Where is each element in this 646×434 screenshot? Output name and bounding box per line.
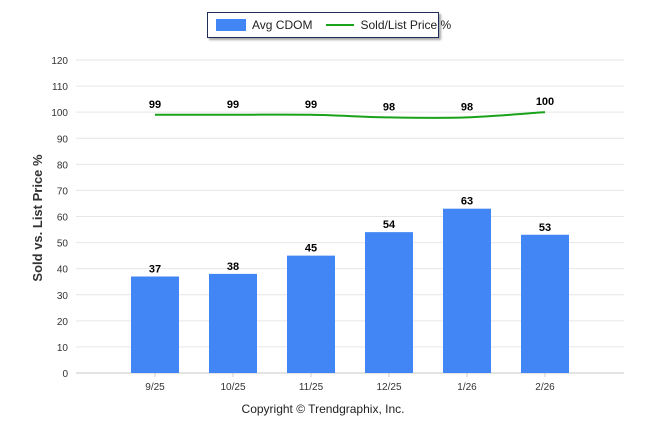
line-data-label: 99 xyxy=(305,99,317,111)
bar-data-label: 45 xyxy=(305,243,317,255)
line-data-label: 100 xyxy=(536,96,554,108)
x-axis-ticks: 9/25 10/25 11/25 12/25 1/26 2/26 xyxy=(145,373,555,393)
y-tick-label: 50 xyxy=(57,239,69,250)
y-tick-label: 10 xyxy=(57,343,69,354)
bar-data-label: 63 xyxy=(461,196,473,208)
legend-item-sold-list[interactable]: Sold/List Price % xyxy=(326,18,451,32)
line-series-path[interactable] xyxy=(155,111,546,119)
y-tick-label: 70 xyxy=(57,186,69,197)
bar-series: 37 38 45 54 63 53 xyxy=(131,196,569,373)
line-data-label: 99 xyxy=(227,99,239,111)
x-tick-label: 10/25 xyxy=(220,382,245,393)
legend-item-avg-cdom[interactable]: Avg CDOM xyxy=(216,18,312,32)
line-data-label: 99 xyxy=(149,99,161,111)
bar[interactable] xyxy=(287,255,335,373)
legend-label-sold-list: Sold/List Price % xyxy=(360,18,452,32)
line-data-label: 98 xyxy=(461,101,473,113)
y-tick-label: 60 xyxy=(57,213,69,224)
y-tick-label: 100 xyxy=(51,108,68,119)
bar[interactable] xyxy=(521,234,569,373)
copyright-text: Copyright © Trendgraphix, Inc. xyxy=(241,402,405,416)
y-tick-label: 20 xyxy=(57,317,69,328)
y-tick-label: 90 xyxy=(57,134,69,145)
y-tick-label: 120 xyxy=(51,56,68,67)
bar-data-label: 38 xyxy=(227,261,239,273)
y-axis-ticks: 0 10 20 30 40 50 60 70 80 90 100 110 120 xyxy=(51,56,68,380)
bar-data-label: 54 xyxy=(383,219,396,231)
bar[interactable] xyxy=(365,232,413,373)
y-axis-label: Sold vs. List Price % xyxy=(30,154,45,282)
y-tick-label: 40 xyxy=(57,265,69,276)
y-tick-label: 30 xyxy=(57,291,69,302)
line-series: 99 99 99 98 98 100 xyxy=(149,96,554,119)
x-tick-label: 9/25 xyxy=(145,382,165,393)
bar-data-label: 53 xyxy=(539,222,551,234)
x-tick-label: 1/26 xyxy=(457,382,477,393)
y-tick-label: 110 xyxy=(52,82,68,93)
y-tick-label: 0 xyxy=(62,369,68,380)
y-tick-label: 80 xyxy=(57,160,69,171)
x-tick-label: 12/25 xyxy=(376,382,401,393)
x-tick-label: 2/26 xyxy=(535,382,555,393)
legend-line-swatch xyxy=(326,24,355,26)
bar[interactable] xyxy=(131,276,179,373)
legend-label-avg-cdom: Avg CDOM xyxy=(252,18,313,32)
line-data-label: 98 xyxy=(383,101,395,113)
bar-data-label: 37 xyxy=(149,263,161,275)
legend-bar-swatch xyxy=(216,19,246,31)
bar[interactable] xyxy=(443,208,491,373)
chart-legend: Avg CDOM Sold/List Price % xyxy=(207,12,451,38)
bar[interactable] xyxy=(209,273,257,373)
x-tick-label: 11/25 xyxy=(299,382,324,393)
